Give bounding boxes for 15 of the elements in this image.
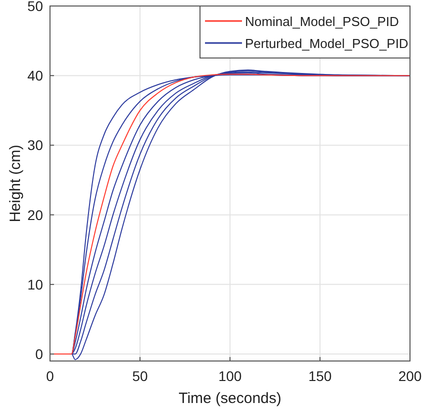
y-tick-label: 0	[35, 346, 44, 362]
legend-label: Nominal_Model_PSO_PID	[245, 14, 399, 29]
y-tick-label: 10	[27, 276, 44, 292]
y-tick-label: 50	[27, 0, 44, 14]
x-tick-label: 0	[46, 368, 54, 384]
x-tick-label: 50	[132, 368, 148, 384]
x-tick-label: 100	[218, 368, 242, 384]
x-tick-label: 150	[308, 368, 332, 384]
legend-label: Perturbed_Model_PSO_PID	[245, 36, 408, 51]
y-tick-label: 30	[27, 137, 44, 154]
y-tick-label: 20	[27, 206, 44, 223]
x-tick-label: 200	[398, 368, 422, 384]
x-axis-title: Time (seconds)	[178, 390, 282, 407]
y-axis-title: Height (cm)	[7, 144, 24, 222]
y-tick-label: 40	[27, 68, 44, 84]
